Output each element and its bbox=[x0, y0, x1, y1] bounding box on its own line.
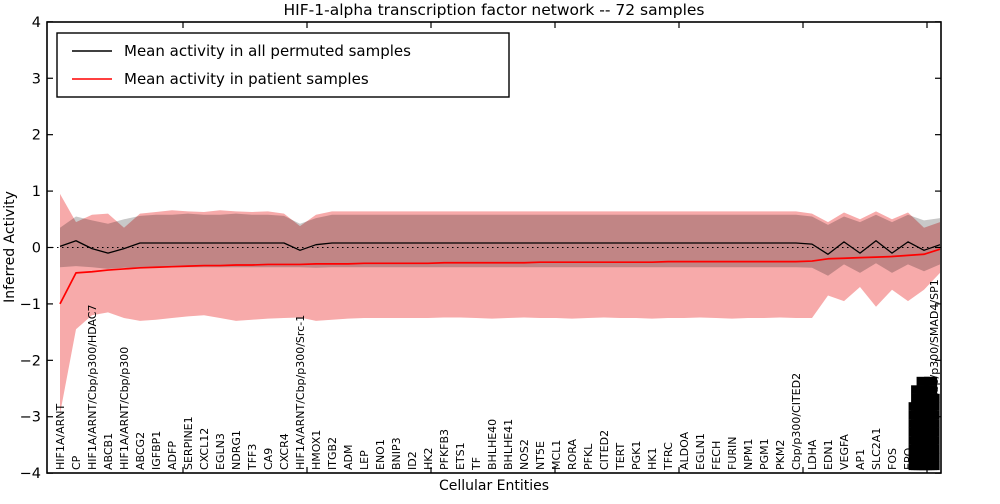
x-tick-label: AP1 bbox=[854, 449, 867, 470]
x-tick-label: EGLN1 bbox=[694, 433, 707, 470]
x-tick-label: IGFBP1 bbox=[150, 431, 163, 470]
x-tick-label: BNIP3 bbox=[390, 437, 403, 470]
legend-label-patient: Mean activity in patient samples bbox=[124, 70, 369, 88]
overlapping-label-blob: ██████████ bbox=[911, 385, 925, 471]
confidence-bands bbox=[60, 193, 940, 414]
x-tick-label: HIF1A/ARNT bbox=[54, 404, 67, 470]
overlapping-label-blob: ████████ bbox=[908, 402, 922, 471]
series-line-permuted bbox=[59, 240, 941, 255]
y-axis-label: Inferred Activity bbox=[2, 191, 18, 303]
chart-title: HIF-1-alpha transcription factor network… bbox=[284, 1, 705, 19]
y-tick-label: 1 bbox=[32, 184, 41, 200]
y-tick-label: 4 bbox=[32, 15, 41, 31]
x-tick-label: FOS bbox=[886, 448, 899, 470]
x-tick-label: CA9 bbox=[262, 448, 275, 470]
overlapping-label-blob: █████████ bbox=[926, 393, 940, 471]
plot-frame bbox=[46, 21, 942, 474]
y-tick-label: 3 bbox=[32, 71, 41, 87]
y-tick-label: 2 bbox=[32, 128, 41, 144]
x-tick-label: TF bbox=[470, 457, 483, 471]
x-tick-label: CXCL12 bbox=[198, 428, 211, 470]
y-tick-label: −4 bbox=[20, 466, 41, 482]
x-tick-label: HK2 bbox=[422, 448, 435, 470]
x-tick-label: SERPINE1 bbox=[182, 416, 195, 470]
x-tick-label: LEP bbox=[358, 450, 371, 470]
x-tick-labels: HIF1A/ARNT CP HIF1A/ARNT/Cbp/p300/HDAC7 ABC… bbox=[54, 279, 941, 471]
x-tick-label: ALDOA bbox=[678, 431, 691, 470]
x-tick-label: ENO1 bbox=[374, 439, 387, 470]
legend-box: Mean activity in all permuted samples Me… bbox=[56, 32, 510, 98]
x-tick-label: NPM1 bbox=[742, 439, 755, 470]
axis-ticks bbox=[47, 21, 941, 474]
x-tick-label: HIF1A/ARNT/Cbp/p300 bbox=[118, 347, 131, 470]
x-tick-label: EDN1 bbox=[822, 439, 835, 470]
x-tick-label: CP bbox=[70, 455, 83, 470]
x-tick-label: Cbp/p300/CITED2 bbox=[790, 373, 803, 470]
x-tick-label: HIF1A/ARNT/Cbp/p300/Src-1 bbox=[294, 315, 307, 470]
x-tick-label: SLC2A1 bbox=[870, 428, 883, 470]
x-tick-label: CXCR4 bbox=[278, 433, 291, 470]
x-tick-label: TFF3 bbox=[246, 444, 259, 471]
overlapping-label-blob: ███████████ bbox=[916, 376, 930, 471]
x-tick-label: TFRC bbox=[662, 442, 675, 471]
y-tick-label: 0 bbox=[32, 241, 41, 257]
x-tick-label: PGM1 bbox=[758, 438, 771, 470]
series-lines bbox=[59, 240, 941, 305]
overlapping-label-blob: ██████████ bbox=[918, 385, 932, 471]
series-line-patient bbox=[59, 248, 941, 305]
x-tick-label: BHLHE40 bbox=[486, 419, 499, 470]
x-tick-label: EPO bbox=[902, 447, 915, 470]
y-tick-label: −3 bbox=[20, 410, 41, 426]
x-tick-label: VEGFA bbox=[838, 434, 851, 470]
x-tick-label: ADM bbox=[342, 445, 355, 471]
x-axis-label: Cellular Entities bbox=[439, 478, 549, 494]
x-tick-label: FECH bbox=[710, 441, 723, 470]
x-tick-label: PKM2 bbox=[774, 440, 787, 470]
x-tick-label: HIF1A/ARNT/Cbp/p300/HDAC7 bbox=[86, 305, 99, 471]
x-tick-label: HK1 bbox=[646, 448, 659, 470]
y-tick-labels: 4 3 2 1 0 −1 −2 −3 −4 bbox=[20, 15, 41, 482]
x-tick-label: TERT bbox=[614, 442, 627, 471]
legend-label-permuted: Mean activity in all permuted samples bbox=[124, 42, 411, 60]
x-tick-label: ABCB1 bbox=[102, 433, 115, 470]
x-tick-label: PFKFB3 bbox=[438, 429, 451, 470]
band-permuted-range bbox=[60, 213, 940, 276]
x-tick-label: NT5E bbox=[534, 441, 547, 470]
x-tick-label: ADFP bbox=[166, 441, 179, 470]
x-tick-label: ABCG2 bbox=[134, 432, 147, 470]
overlapping-label-blob: ████████ bbox=[921, 402, 935, 471]
x-tick-label: ITGB2 bbox=[326, 437, 339, 470]
overlapping-label-blob: ███████████ bbox=[924, 376, 938, 471]
x-tick-label: PFKL bbox=[582, 443, 595, 470]
y-tick-label: −1 bbox=[20, 297, 41, 313]
x-tick-label: HMOX1 bbox=[310, 430, 323, 470]
x-tick-label: LDHA bbox=[806, 439, 819, 470]
x-tick-label: ID2 bbox=[406, 451, 419, 470]
x-tick-label: PGK1 bbox=[630, 441, 643, 470]
x-tick-label: ETS1 bbox=[454, 442, 467, 470]
overlapping-label-blob: █████████ bbox=[913, 393, 927, 471]
x-tick-label: RORA bbox=[566, 439, 579, 470]
x-tick-label: HIF1A/ARNT/Cbp/p300/SMAD4/SP1 bbox=[928, 279, 941, 470]
x-tick-label: MCL1 bbox=[550, 440, 563, 470]
x-tick-label: CITED2 bbox=[598, 430, 611, 470]
legend-border bbox=[56, 32, 510, 98]
x-tick-label: EGLN3 bbox=[214, 433, 227, 470]
x-tick-label: NDRG1 bbox=[230, 430, 243, 470]
x-tick-label: FURIN bbox=[726, 437, 739, 471]
x-tick-label: BHLHE41 bbox=[502, 419, 515, 470]
y-tick-label: −2 bbox=[20, 353, 41, 369]
x-tick-label: NOS2 bbox=[518, 439, 531, 470]
